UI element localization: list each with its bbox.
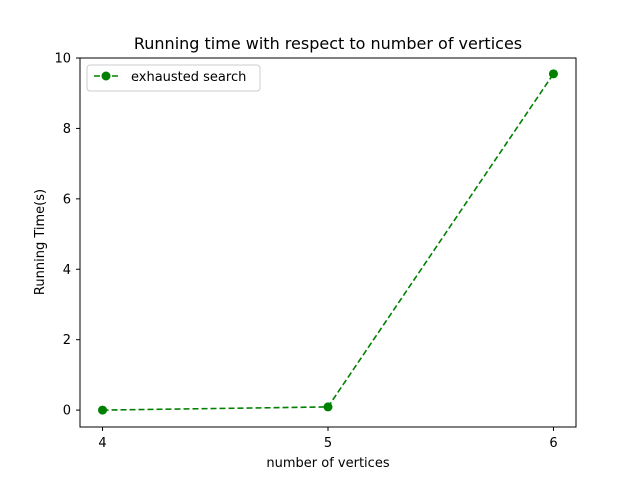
- x-axis-label: number of vertices: [266, 456, 389, 471]
- y-axis-ticks: 0 2 4 6 8 10: [54, 52, 80, 419]
- legend: exhausted search: [86, 64, 261, 92]
- data-point: [323, 402, 333, 412]
- legend-label: exhausted search: [131, 70, 246, 85]
- plot-area-frame: [79, 57, 577, 428]
- x-tick-label: 5: [324, 436, 332, 451]
- plot-series: [98, 69, 558, 415]
- data-point: [548, 69, 558, 79]
- y-axis-label: Running Time(s): [33, 189, 48, 295]
- chart-title: Running time with respect to number of v…: [134, 34, 522, 53]
- x-tick-label: 4: [98, 436, 106, 451]
- y-tick-label: 10: [54, 52, 71, 67]
- y-tick-label: 0: [63, 404, 71, 419]
- y-tick-label: 8: [63, 122, 71, 137]
- legend-box: [86, 64, 261, 92]
- y-tick-label: 2: [63, 333, 71, 348]
- data-point: [98, 405, 108, 415]
- y-tick-label: 4: [63, 263, 71, 278]
- x-tick-label: 6: [549, 436, 557, 451]
- y-tick-label: 6: [63, 192, 71, 207]
- legend-marker: [101, 71, 111, 81]
- x-axis-ticks: 4 5 6: [98, 427, 558, 451]
